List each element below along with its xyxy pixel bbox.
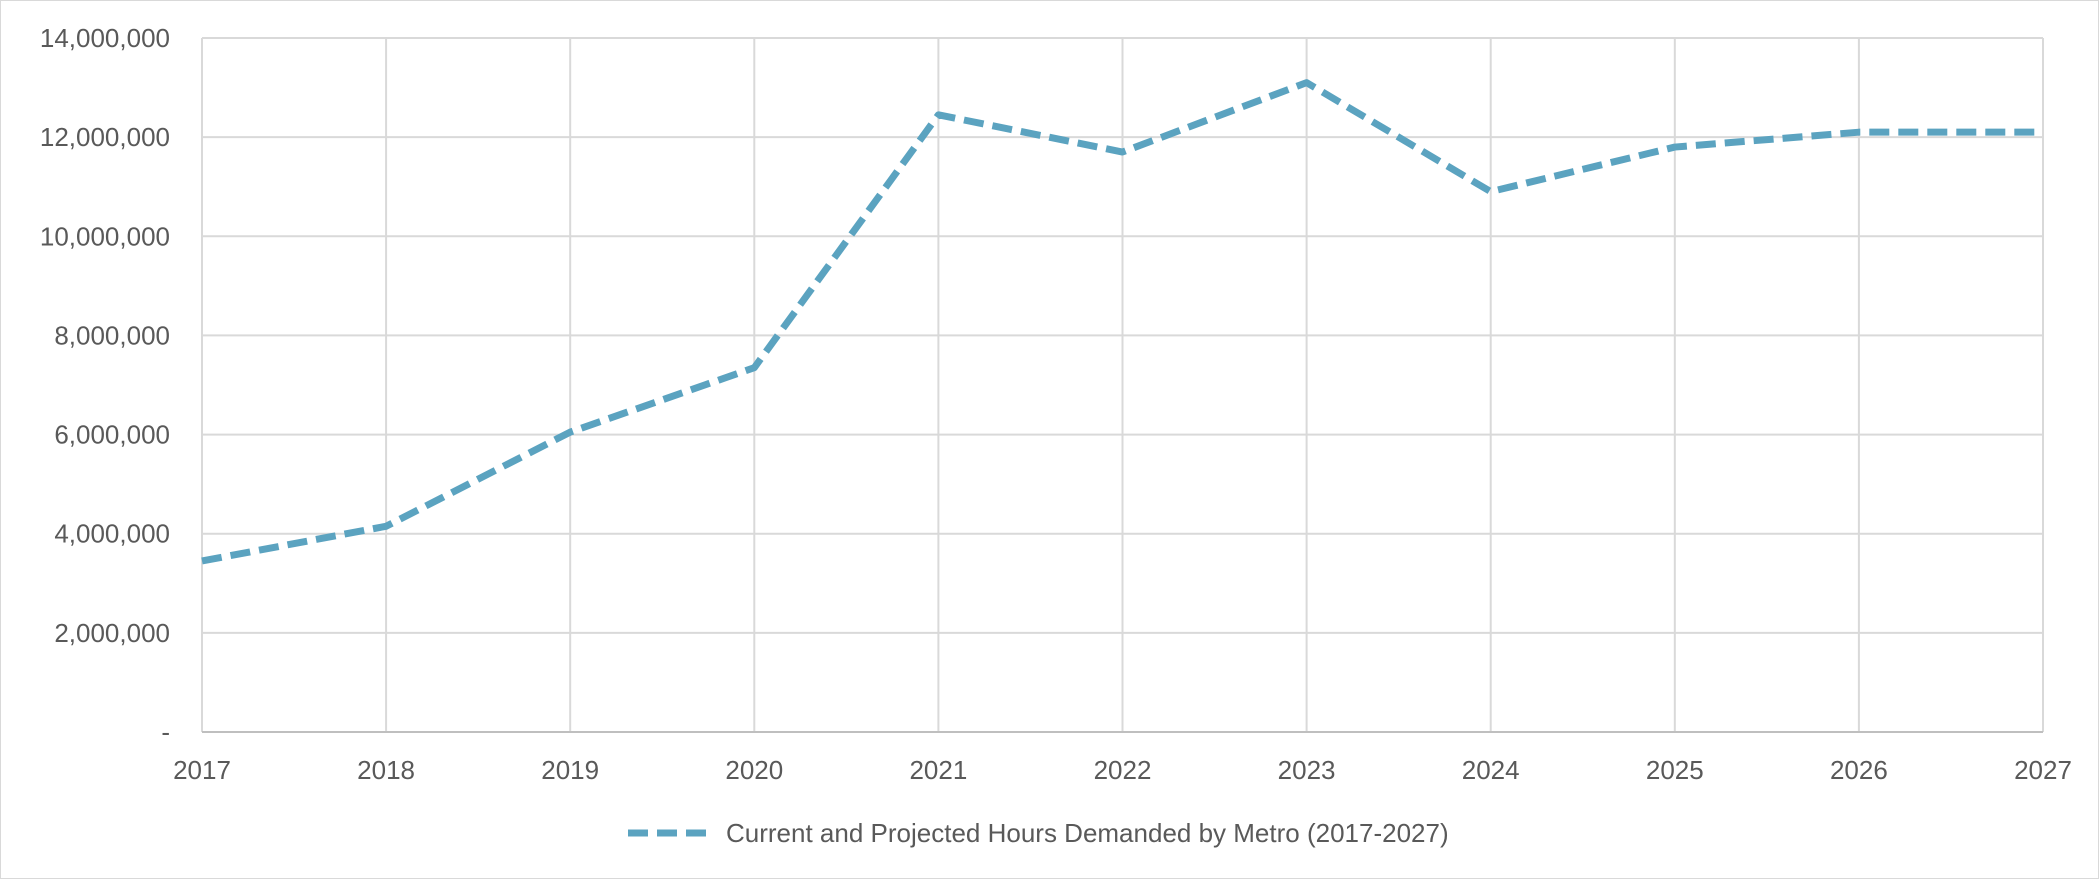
x-tick-label: 2025: [1646, 755, 1704, 785]
gridlines: [201, 37, 2044, 732]
x-axis-tick-labels: 2017 2018 2019 2020 2021 2022 2023 2024 2025 2026…: [173, 755, 2072, 785]
x-tick-label: 2021: [909, 755, 967, 785]
y-tick-label: 10,000,000: [40, 221, 170, 251]
y-axis-tick-labels: - 2,000,000 4,000,000 6,000,000 8,000,000 10,…: [40, 23, 170, 747]
x-tick-label: 2019: [541, 755, 599, 785]
x-tick-label: 2017: [173, 755, 231, 785]
x-tick-label: 2027: [2014, 755, 2072, 785]
x-tick-label: 2024: [1462, 755, 1520, 785]
legend: Current and Projected Hours Demanded by …: [628, 818, 1449, 848]
x-tick-label: 2022: [1094, 755, 1152, 785]
x-tick-label: 2020: [725, 755, 783, 785]
series-lines: [201, 79, 2044, 565]
y-tick-label: 4,000,000: [54, 519, 170, 549]
x-tick-label: 2018: [357, 755, 415, 785]
legend-label: Current and Projected Hours Demanded by …: [726, 818, 1449, 848]
y-tick-label: 2,000,000: [54, 618, 170, 648]
y-tick-label: 14,000,000: [40, 23, 170, 53]
x-tick-label: 2026: [1830, 755, 1888, 785]
x-tick-label: 2023: [1278, 755, 1336, 785]
y-tick-label: 8,000,000: [54, 320, 170, 350]
y-tick-label: 6,000,000: [54, 420, 170, 450]
y-tick-label: -: [161, 717, 170, 747]
y-tick-label: 12,000,000: [40, 122, 170, 152]
